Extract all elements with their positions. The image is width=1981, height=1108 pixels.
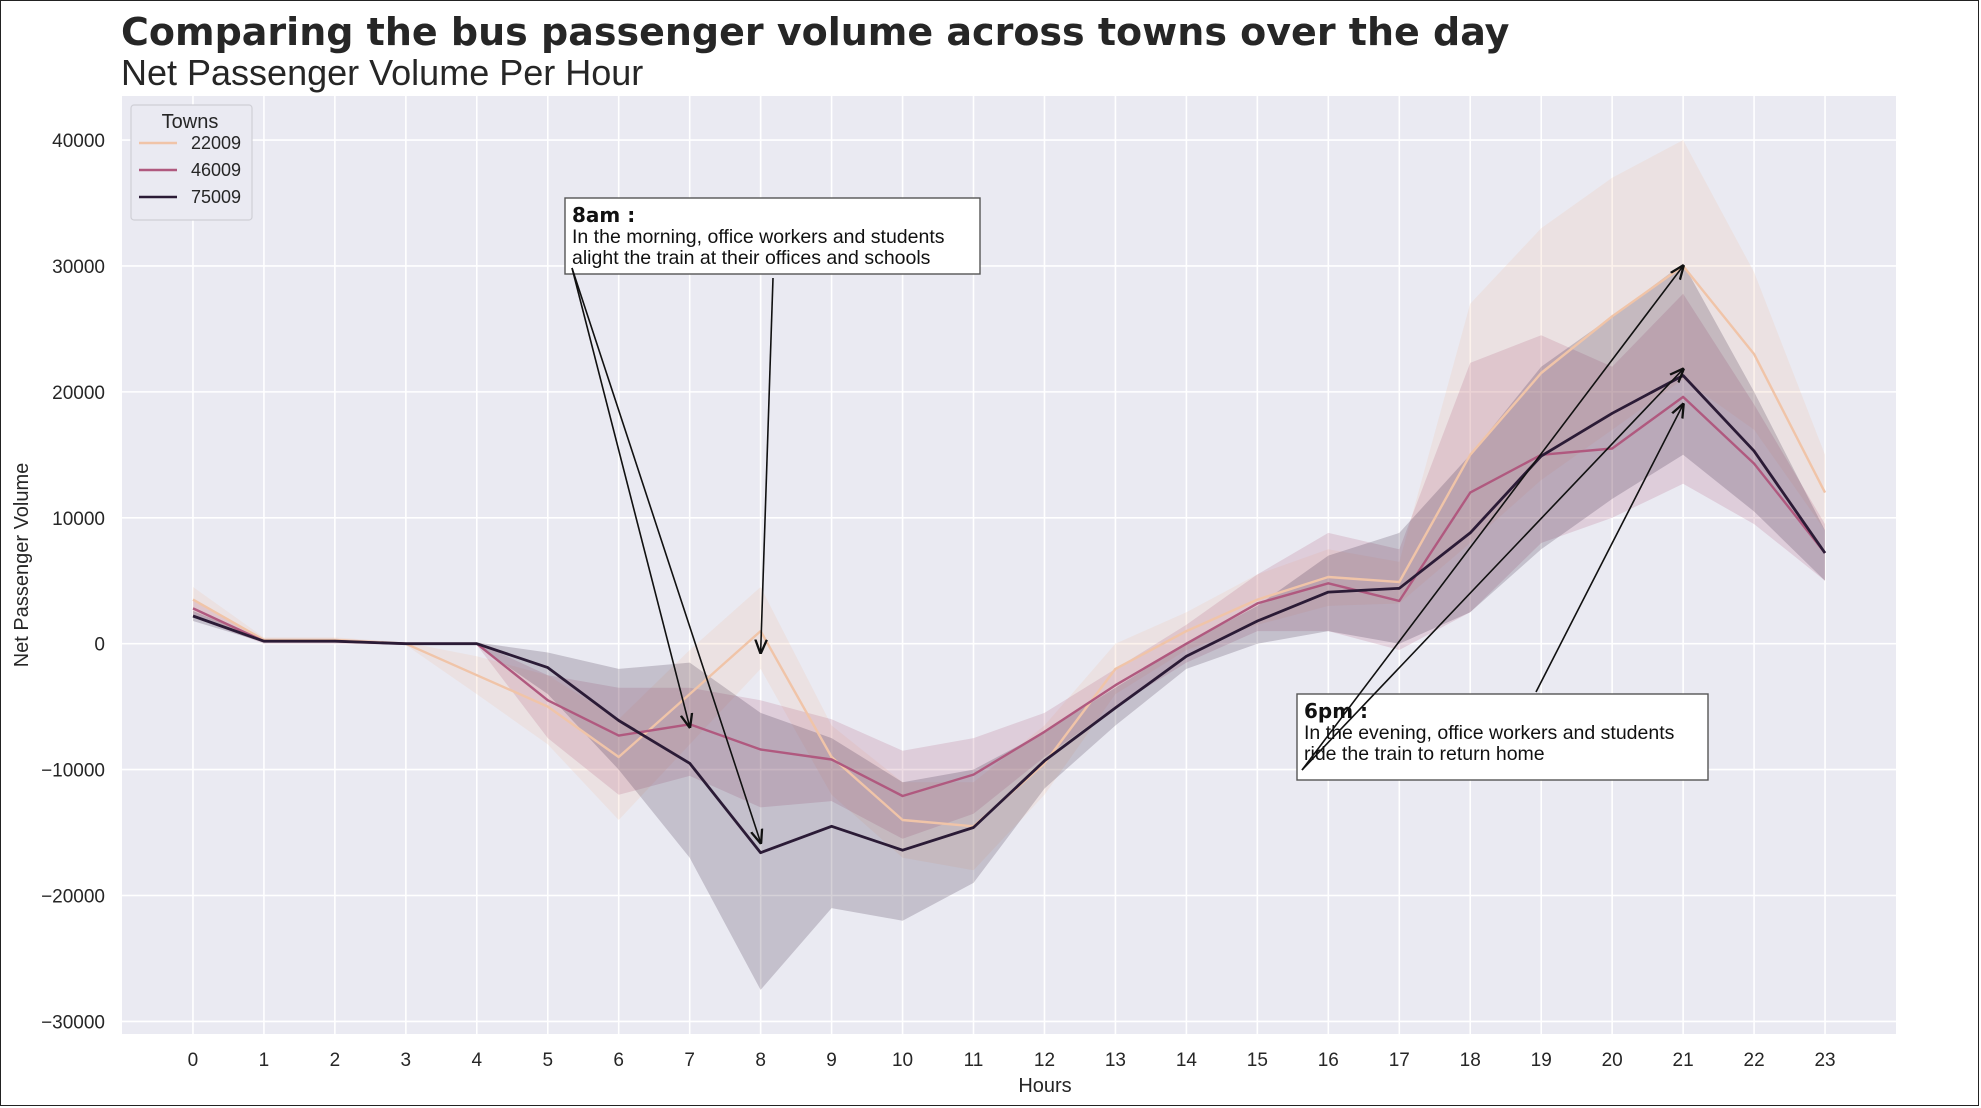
x-tick-label: 21 — [1673, 1050, 1694, 1071]
x-tick-label: 12 — [1034, 1050, 1055, 1071]
x-tick-label: 19 — [1531, 1050, 1552, 1071]
annotation-arrow — [1535, 404, 1683, 693]
chart-title: Comparing the bus passenger volume acros… — [121, 10, 1510, 54]
annotation-arrow — [571, 267, 690, 727]
x-tick-label: 9 — [826, 1050, 837, 1071]
annotation-arrow — [1301, 369, 1683, 771]
legend-label-75009: 75009 — [191, 187, 241, 207]
x-tick-label: 5 — [542, 1050, 553, 1071]
y-tick-label: −30000 — [41, 1012, 105, 1033]
x-tick-labels: 0 1 2 3 4 5 6 7 8 9 10 11 12 13 14 15 16 17 18 19 20 21 22 23 — [188, 1050, 1836, 1071]
x-tick-label: 4 — [472, 1050, 483, 1071]
series-lines — [192, 264, 1827, 855]
y-tick-label: 10000 — [52, 509, 105, 530]
x-tick-label: 3 — [401, 1050, 412, 1071]
annotation-arrow — [571, 267, 761, 843]
confidence-band-46009 — [193, 293, 1825, 839]
y-tick-label: 20000 — [52, 383, 105, 404]
confidence-band-75009 — [193, 263, 1825, 990]
series-line-75009 — [192, 374, 1827, 855]
legend-box — [130, 104, 253, 221]
y-axis-label: Net Passenger Volume — [11, 463, 33, 668]
annotation-text: alight the train at their offices and sc… — [572, 247, 931, 269]
x-tick-label: 14 — [1176, 1050, 1198, 1071]
annotation-arrow — [1301, 266, 1683, 771]
y-tick-label: −20000 — [41, 887, 105, 908]
confidence-bands — [193, 140, 1825, 990]
grid-layer — [122, 96, 1896, 1034]
annotation-text: In the morning, office workers and stude… — [572, 226, 945, 248]
x-tick-label: 13 — [1105, 1050, 1126, 1071]
confidence-band-22009 — [193, 140, 1825, 871]
x-tick-label: 10 — [892, 1050, 913, 1071]
annotation-arrow — [761, 277, 774, 653]
legend-title: Towns — [162, 111, 219, 133]
legend-entries: 22009 46009 75009 — [139, 133, 241, 207]
x-tick-label: 11 — [964, 1050, 984, 1071]
annotation-text: ride the train to return home — [1304, 743, 1545, 765]
x-tick-label: 2 — [330, 1050, 341, 1071]
annotations: 8am :In the morning, office workers and … — [564, 197, 1709, 843]
annotation-heading: 8am : — [572, 203, 635, 227]
annotation-box — [1296, 693, 1709, 781]
x-tick-label: 23 — [1814, 1050, 1835, 1071]
y-tick-label: 40000 — [52, 131, 105, 152]
annotation-text: In the evening, office workers and stude… — [1304, 722, 1675, 744]
x-tick-label: 16 — [1318, 1050, 1339, 1071]
x-tick-label: 20 — [1602, 1050, 1623, 1071]
y-tick-label: 0 — [94, 635, 105, 656]
x-tick-label: 17 — [1389, 1050, 1410, 1071]
annotation-box — [564, 197, 981, 275]
legend-label-22009: 22009 — [191, 133, 241, 153]
y-tick-label: 30000 — [52, 257, 105, 278]
x-tick-label: 0 — [188, 1050, 199, 1071]
chart-subtitle: Net Passenger Volume Per Hour — [121, 52, 644, 93]
x-tick-label: 8 — [755, 1050, 766, 1071]
x-tick-label: 6 — [613, 1050, 624, 1071]
x-tick-label: 15 — [1247, 1050, 1268, 1071]
x-tick-label: 7 — [684, 1050, 695, 1071]
x-tick-label: 22 — [1744, 1050, 1765, 1071]
legend: Towns 22009 46009 75009 — [130, 104, 253, 221]
x-tick-label: 1 — [259, 1050, 270, 1071]
x-tick-label: 18 — [1460, 1050, 1481, 1071]
y-tick-labels: 40000 30000 20000 10000 0 −10000 −20000 −30000 — [41, 131, 105, 1033]
x-axis-label: Hours — [1018, 1075, 1071, 1097]
y-tick-label: −10000 — [41, 761, 105, 782]
legend-label-46009: 46009 — [191, 160, 241, 180]
